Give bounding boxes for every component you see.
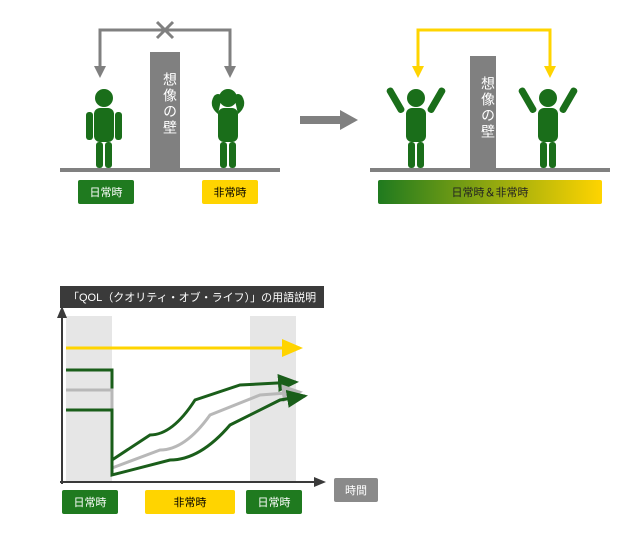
- y-axis-arrow-icon: [57, 306, 67, 318]
- x-label-emerg: 非常時: [145, 490, 235, 514]
- qol-chart: [0, 0, 635, 540]
- x-axis-title: 時間: [334, 478, 378, 502]
- x-label-daily-1: 日常時: [62, 490, 118, 514]
- band-daily-1: [66, 316, 112, 481]
- x-label-daily-2: 日常時: [246, 490, 302, 514]
- x-axis-arrow-icon: [314, 477, 326, 487]
